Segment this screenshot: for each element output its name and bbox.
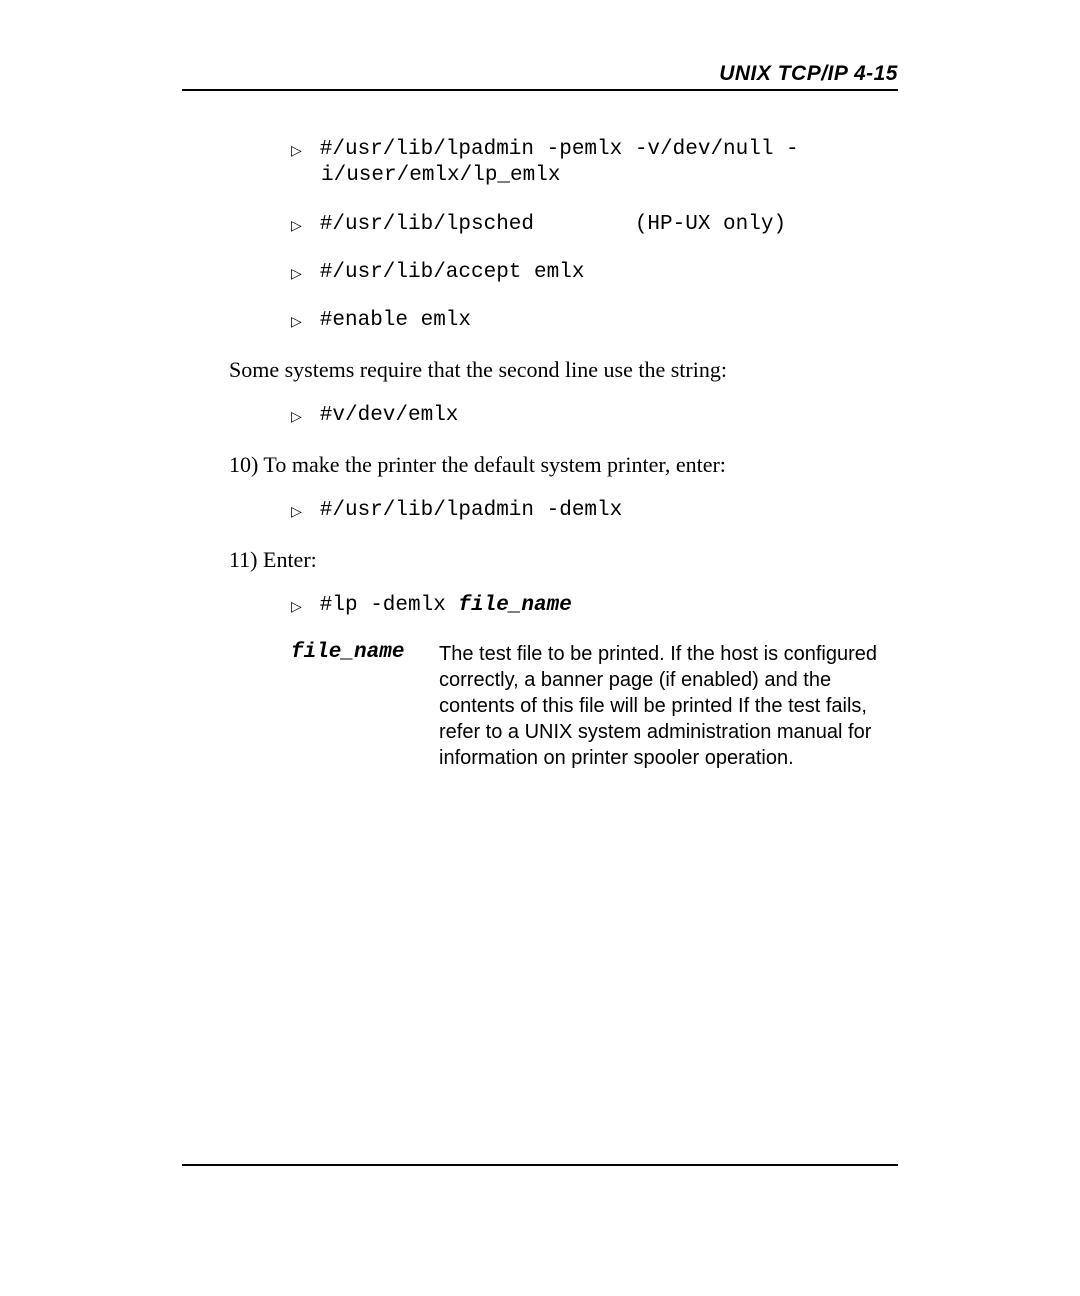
command-line: ▷ #lp -demlx file_name [291, 593, 898, 619]
command-text: #enable emlx [320, 308, 471, 334]
command-block-1: ▷ #/usr/lib/lpadmin -pemlx -v/dev/null -… [291, 137, 898, 334]
command-block-4: ▷ #lp -demlx file_name [291, 593, 898, 619]
page-container: UNIX TCP/IP 4-15 ▷ #/usr/lib/lpadmin -pe… [0, 0, 1080, 771]
command-block-3: ▷ #/usr/lib/lpadmin -demlx [291, 498, 898, 524]
header-title: UNIX TCP/IP 4-15 [719, 62, 898, 85]
triangle-bullet-icon: ▷ [291, 503, 302, 520]
command-text: #v/dev/emlx [320, 403, 459, 429]
definition-description: The test file to be printed. If the host… [439, 641, 898, 771]
command-text: #/usr/lib/lpadmin -demlx [320, 498, 622, 524]
triangle-bullet-icon: ▷ [291, 142, 302, 159]
triangle-bullet-icon: ▷ [291, 598, 302, 615]
command-line: ▷ #/usr/lib/lpadmin -demlx [291, 498, 898, 524]
step-10-text: 10) To make the printer the default syst… [229, 451, 898, 480]
command-line: ▷ #/usr/lib/accept emlx [291, 260, 898, 286]
command-text: #/usr/lib/lpadmin -pemlx -v/dev/null - [320, 137, 799, 163]
cmd-param: file_name [458, 594, 571, 617]
command-line: ▷ #/usr/lib/lpsched (HP-UX only) [291, 212, 898, 238]
command-line: ▷ #v/dev/emlx [291, 403, 898, 429]
command-line: ▷ #enable emlx [291, 308, 898, 334]
cmd-prefix: #lp -demlx [320, 594, 459, 617]
body-paragraph: Some systems require that the second lin… [229, 356, 898, 385]
command-block-2: ▷ #v/dev/emlx [291, 403, 898, 429]
command-text: #lp -demlx file_name [320, 593, 572, 619]
triangle-bullet-icon: ▷ [291, 265, 302, 282]
definition-block: file_name The test file to be printed. I… [291, 641, 898, 771]
triangle-bullet-icon: ▷ [291, 408, 302, 425]
definition-term: file_name [291, 641, 439, 771]
page-header: UNIX TCP/IP 4-15 [182, 62, 898, 91]
step-11-text: 11) Enter: [229, 546, 898, 575]
triangle-bullet-icon: ▷ [291, 217, 302, 234]
command-continuation: i/user/emlx/lp_emlx [321, 163, 898, 189]
page-content: ▷ #/usr/lib/lpadmin -pemlx -v/dev/null -… [182, 137, 898, 771]
command-text: #/usr/lib/accept emlx [320, 260, 585, 286]
command-text: #/usr/lib/lpsched (HP-UX only) [320, 212, 786, 238]
command-line: ▷ #/usr/lib/lpadmin -pemlx -v/dev/null - [291, 137, 898, 163]
triangle-bullet-icon: ▷ [291, 313, 302, 330]
page-footer-rule [182, 1164, 898, 1166]
